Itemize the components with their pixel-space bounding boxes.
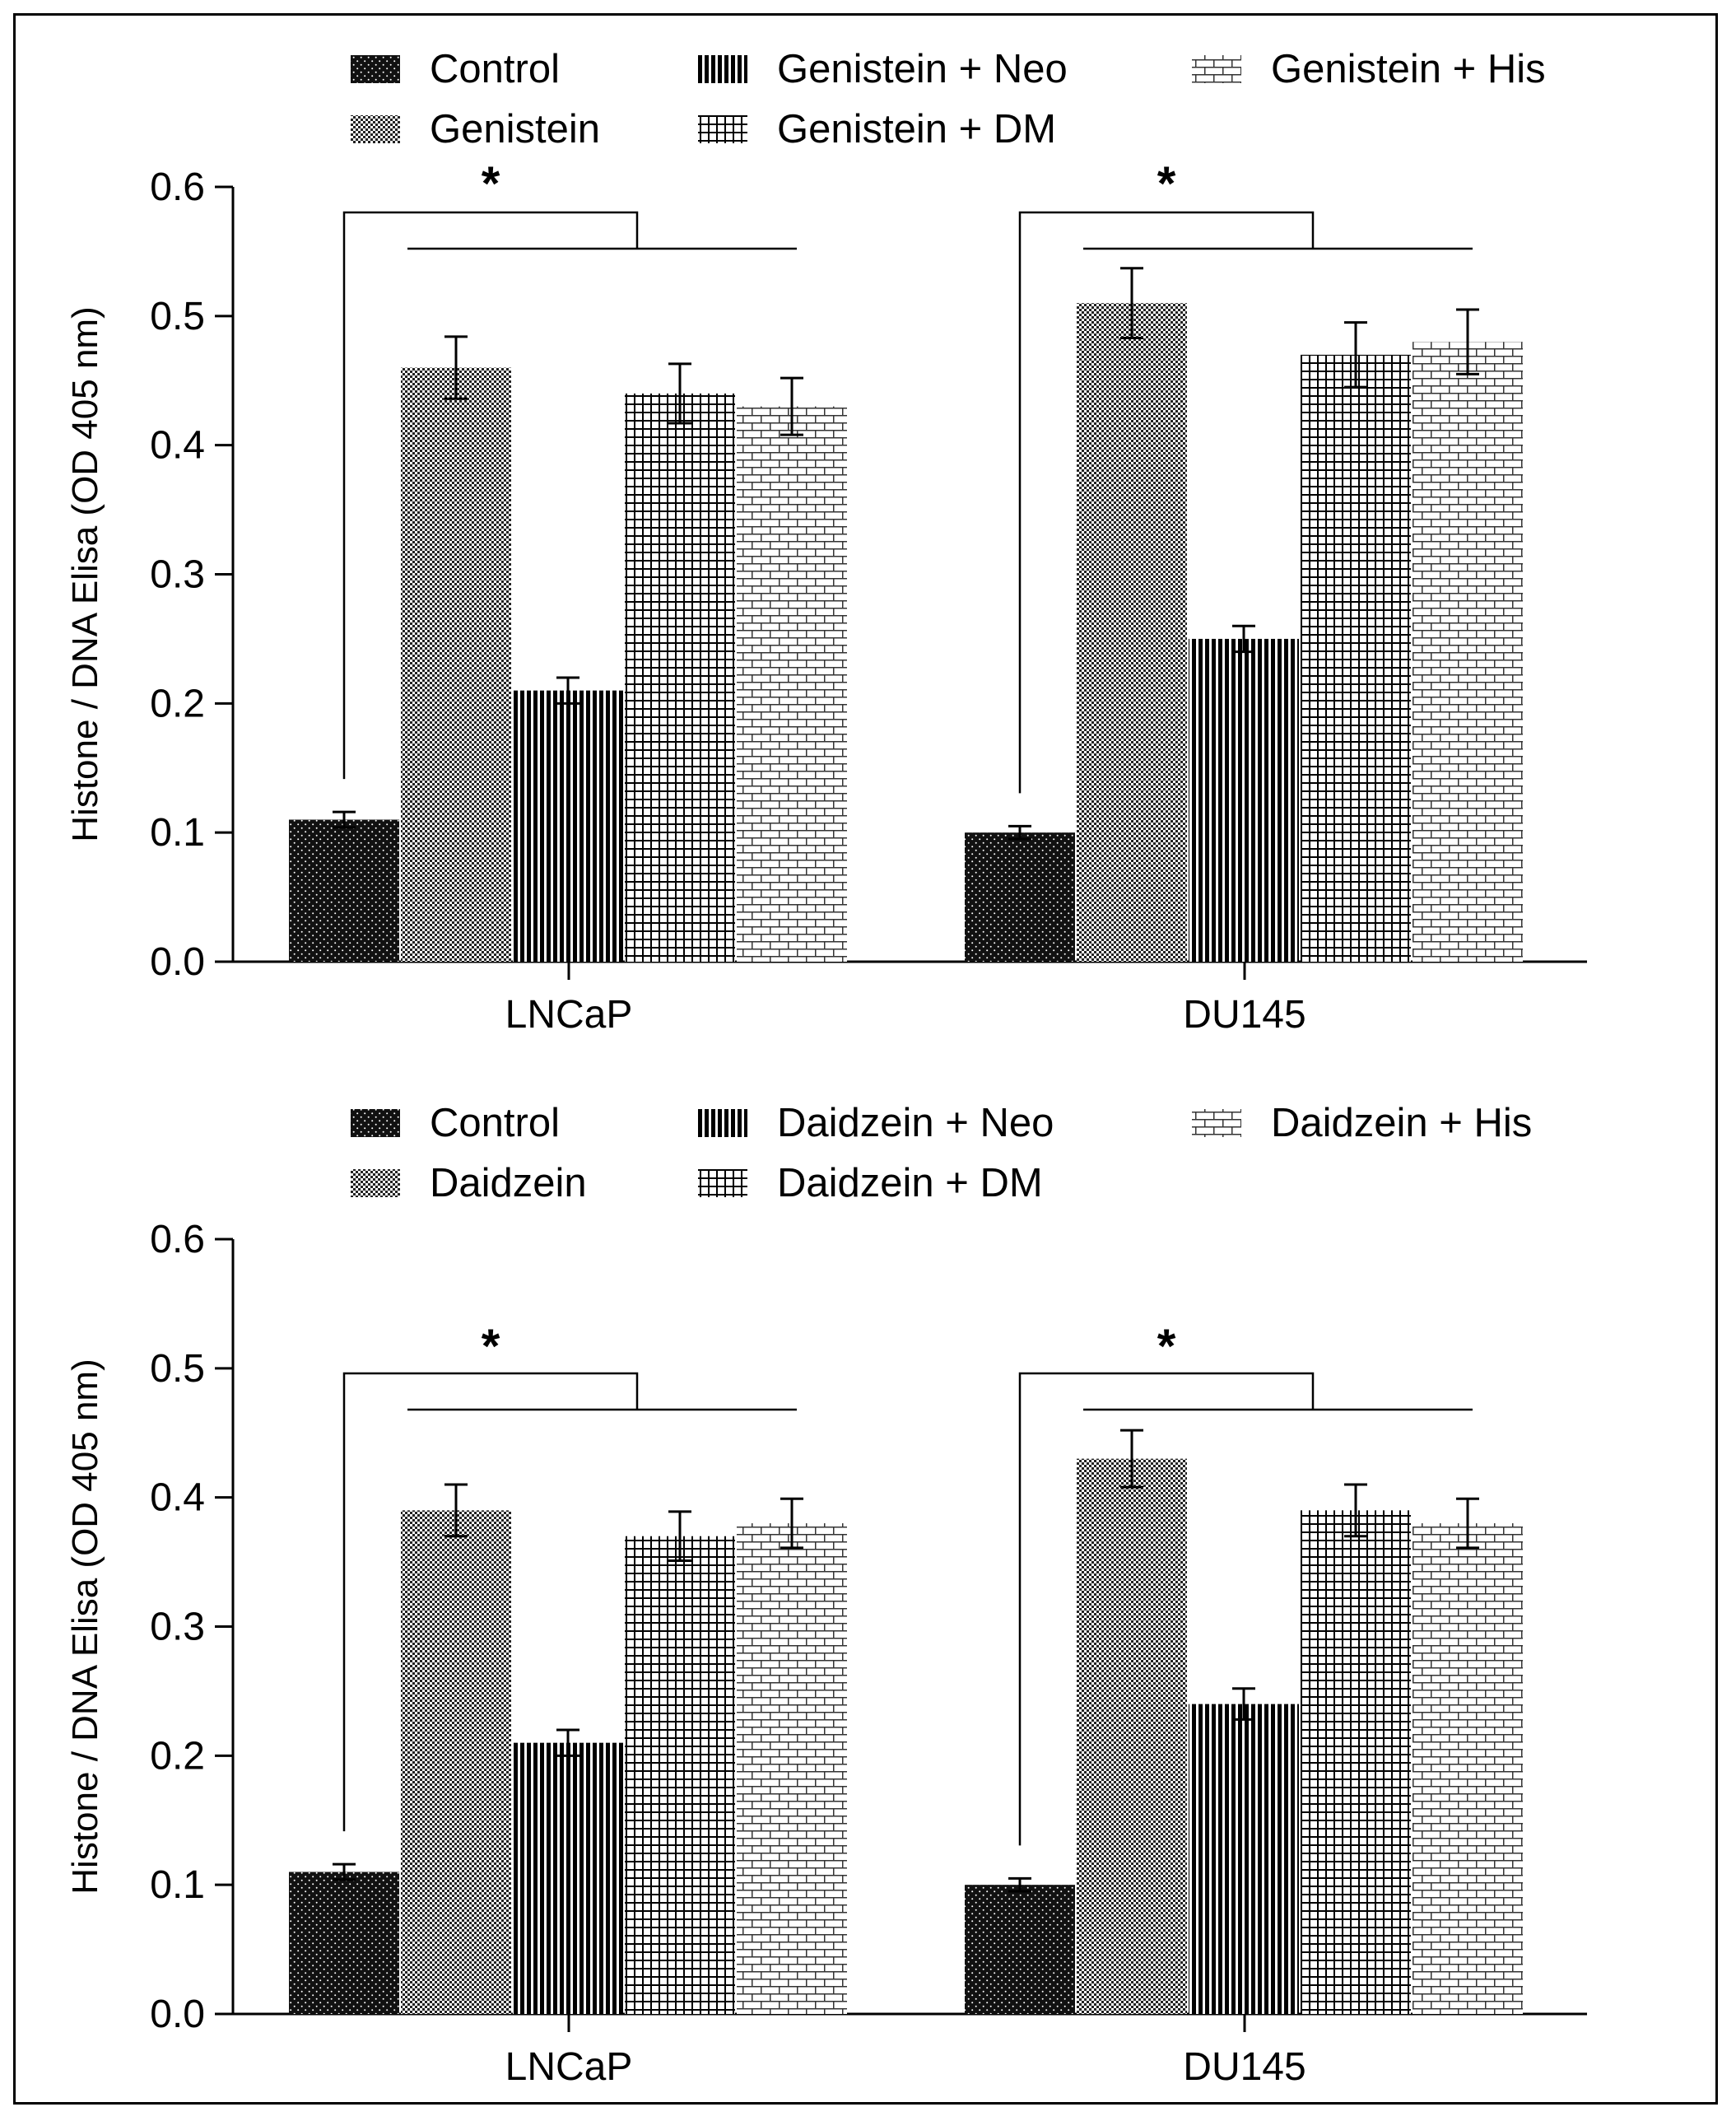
legend-swatch xyxy=(351,55,400,83)
significance-star: * xyxy=(482,1320,500,1373)
bar xyxy=(625,1536,735,2014)
significance-star: * xyxy=(482,157,500,211)
legend-swatch xyxy=(351,1109,400,1137)
x-tick-label: LNCaP xyxy=(505,2045,633,2089)
legend-label: Control xyxy=(430,47,560,91)
legend-label: Genistein + His xyxy=(1271,47,1546,91)
chart-panel-1: Control Genistein Genistein + Neo Genistein… xyxy=(65,47,1587,1037)
bar xyxy=(965,1885,1075,2014)
bar xyxy=(965,832,1075,962)
significance-bracket xyxy=(1018,211,1315,794)
bar xyxy=(401,1510,511,2014)
bar xyxy=(513,1742,623,2014)
y-tick-label: 0.0 xyxy=(150,1993,205,2036)
bar xyxy=(1413,342,1523,962)
bar xyxy=(289,819,399,962)
y-tick-label: 0.4 xyxy=(150,424,205,468)
bar xyxy=(401,367,511,963)
y-tick-label: 0.5 xyxy=(150,295,205,338)
legend-swatch xyxy=(698,1169,747,1197)
legend-label: Daidzein + Neo xyxy=(777,1101,1054,1145)
legend-label: Daidzein + DM xyxy=(777,1161,1043,1205)
x-tick-label: DU145 xyxy=(1183,993,1305,1037)
legend-swatch xyxy=(698,115,747,143)
bar xyxy=(1413,1523,1523,2014)
y-tick-label: 0.6 xyxy=(150,1218,205,1261)
bar xyxy=(737,406,847,962)
legend-label: Daidzein + His xyxy=(1271,1101,1532,1145)
y-tick-label: 0.1 xyxy=(150,1863,205,1907)
chart-panel-2: Control Daidzein Daidzein + Neo Daidzein + … xyxy=(65,1101,1587,2089)
significance-bracket xyxy=(342,211,639,780)
y-tick-label: 0.3 xyxy=(150,1606,205,1649)
significance-bracket xyxy=(342,1372,639,1832)
bar xyxy=(1077,1458,1187,2014)
y-tick-label: 0.3 xyxy=(150,553,205,597)
significance-bracket xyxy=(1018,1372,1315,1846)
bar xyxy=(1301,354,1411,963)
significance-star: * xyxy=(1157,157,1176,211)
bar xyxy=(289,1872,399,2014)
legend-label: Genistein + DM xyxy=(777,107,1056,152)
legend-label: Control xyxy=(430,1101,560,1145)
legend-swatch xyxy=(698,55,747,83)
bar xyxy=(1189,1704,1299,2014)
legend-label: Genistein + Neo xyxy=(777,47,1068,91)
bar xyxy=(1301,1510,1411,2014)
bar xyxy=(513,690,623,962)
legend-swatch xyxy=(351,115,400,143)
y-tick-label: 0.2 xyxy=(150,1734,205,1778)
legend-swatch xyxy=(1192,1109,1241,1137)
legend-swatch xyxy=(1192,55,1241,83)
y-tick-label: 0.1 xyxy=(150,811,205,855)
legend-label: Genistein xyxy=(430,107,600,152)
legend-swatch xyxy=(698,1109,747,1137)
legend-swatch xyxy=(351,1169,400,1197)
bar xyxy=(1077,303,1187,962)
y-tick-label: 0.0 xyxy=(150,940,205,984)
bar xyxy=(625,393,735,962)
y-axis-title: Histone / DNA Elisa (OD 405 nm) xyxy=(65,306,105,841)
bar xyxy=(1189,638,1299,962)
bar xyxy=(737,1523,847,2014)
y-tick-label: 0.6 xyxy=(150,165,205,209)
y-tick-label: 0.4 xyxy=(150,1476,205,1520)
y-tick-label: 0.2 xyxy=(150,682,205,725)
x-tick-label: DU145 xyxy=(1183,2045,1305,2089)
y-tick-label: 0.5 xyxy=(150,1347,205,1391)
significance-star: * xyxy=(1157,1320,1176,1373)
legend-label: Daidzein xyxy=(430,1161,587,1205)
y-axis-title: Histone / DNA Elisa (OD 405 nm) xyxy=(65,1359,105,1894)
x-tick-label: LNCaP xyxy=(505,993,633,1037)
